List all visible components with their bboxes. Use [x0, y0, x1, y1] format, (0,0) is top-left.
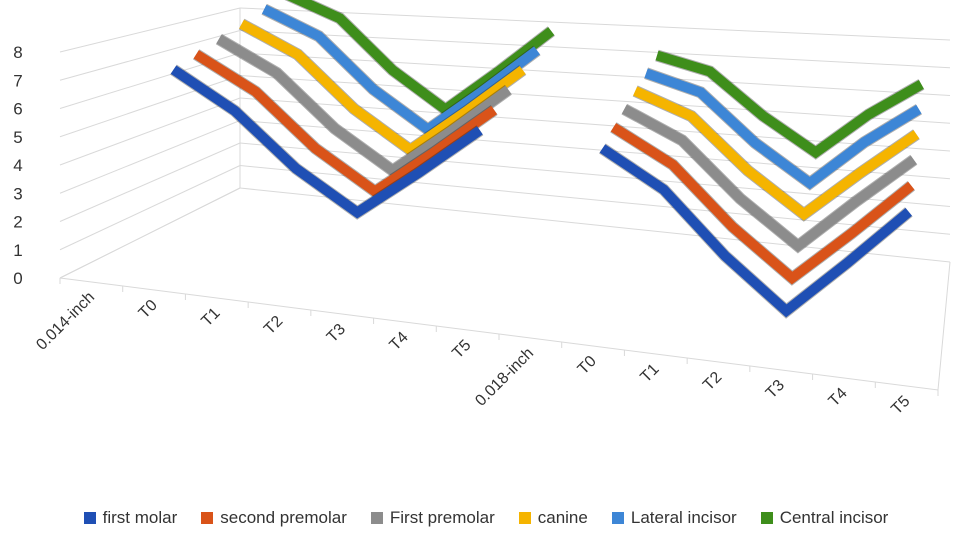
legend-swatch: [201, 512, 214, 524]
y-tick-label: 7: [13, 71, 22, 90]
x-tick-label: T1: [637, 361, 662, 386]
gridline-left: [59, 165, 241, 251]
gridline-left: [59, 75, 241, 138]
series-line: [216, 34, 512, 177]
legend-item: Lateral incisor: [611, 508, 737, 528]
x-tick-label: T2: [261, 313, 286, 338]
series-line: [239, 19, 526, 157]
series-line: [599, 144, 912, 318]
gridline-left: [59, 7, 241, 53]
y-tick-label: 2: [13, 213, 22, 232]
legend-item: Central incisor: [760, 508, 889, 528]
series-line: [193, 50, 498, 198]
series-central-incisor: [284, 0, 925, 160]
legend-label: second premolar: [220, 508, 347, 527]
x-tick-label: 0.014-inch: [33, 289, 98, 354]
legend: first molar second premolar First premolar…: [0, 503, 972, 533]
legend-item: second premolar: [201, 508, 347, 528]
y-tick-label: 0: [13, 269, 22, 288]
legend-label: first molar: [102, 508, 178, 527]
gridline-back: [239, 75, 951, 124]
floor-left-edge: [59, 187, 241, 279]
legend-swatch: [760, 512, 773, 524]
series-line: [644, 68, 922, 190]
x-tick-label: T4: [826, 385, 851, 410]
y-tick-label: 1: [13, 241, 22, 260]
gridline-left: [59, 120, 241, 194]
x-tick-label: T2: [700, 369, 725, 394]
legend-label: First premolar: [389, 508, 495, 527]
x-tick-label: T1: [198, 305, 223, 330]
y-axis: 0 1 2 3 4 5 6 7 8: [13, 43, 22, 288]
x-tick-label: T5: [449, 337, 474, 362]
series-line: [170, 65, 483, 219]
y-tick-label: 5: [13, 128, 22, 147]
legend-label: canine: [537, 508, 588, 527]
chart-floor: [59, 187, 951, 396]
gridline-left: [59, 97, 241, 166]
gridline-left: [59, 30, 241, 81]
y-tick-label: 3: [13, 184, 22, 203]
legend-swatch: [518, 512, 531, 524]
legend-label: Central incisor: [779, 508, 889, 527]
x-tick-label: 0.018-inch: [472, 345, 537, 410]
x-tick-label: T5: [888, 393, 913, 418]
series-first-molar: [170, 64, 913, 319]
x-tick-label: T0: [136, 297, 161, 322]
x-tick-label: T4: [387, 329, 412, 354]
series-lateral-incisor: [261, 3, 923, 191]
series-line: [261, 4, 540, 136]
legend-swatch: [370, 512, 383, 524]
series-line: [621, 104, 917, 253]
legend-label: Lateral incisor: [630, 508, 737, 527]
legend-swatch: [611, 512, 624, 524]
x-tick-label: T3: [763, 377, 788, 402]
series-line: [633, 86, 920, 221]
series-canine: [238, 18, 920, 222]
series-second-premolar: [193, 49, 916, 286]
legend-item: canine: [518, 508, 588, 528]
gridline-back: [239, 7, 951, 41]
legend-item: First premolar: [370, 508, 495, 528]
y-tick-label: 4: [13, 156, 22, 175]
legend-item: first molar: [83, 508, 178, 528]
y-tick-label: 8: [13, 43, 22, 62]
gridline-left: [59, 142, 241, 222]
y-tick-label: 6: [13, 100, 22, 119]
series-layer: [170, 0, 925, 319]
x-tick-label: T3: [324, 321, 349, 346]
x-tick-label: T0: [575, 353, 600, 378]
series-line: [655, 50, 924, 159]
series-line: [610, 123, 915, 285]
gridline-back: [239, 52, 951, 96]
legend-swatch: [83, 512, 96, 524]
series-first-premolar: [215, 33, 918, 254]
series-line: [286, 0, 555, 116]
